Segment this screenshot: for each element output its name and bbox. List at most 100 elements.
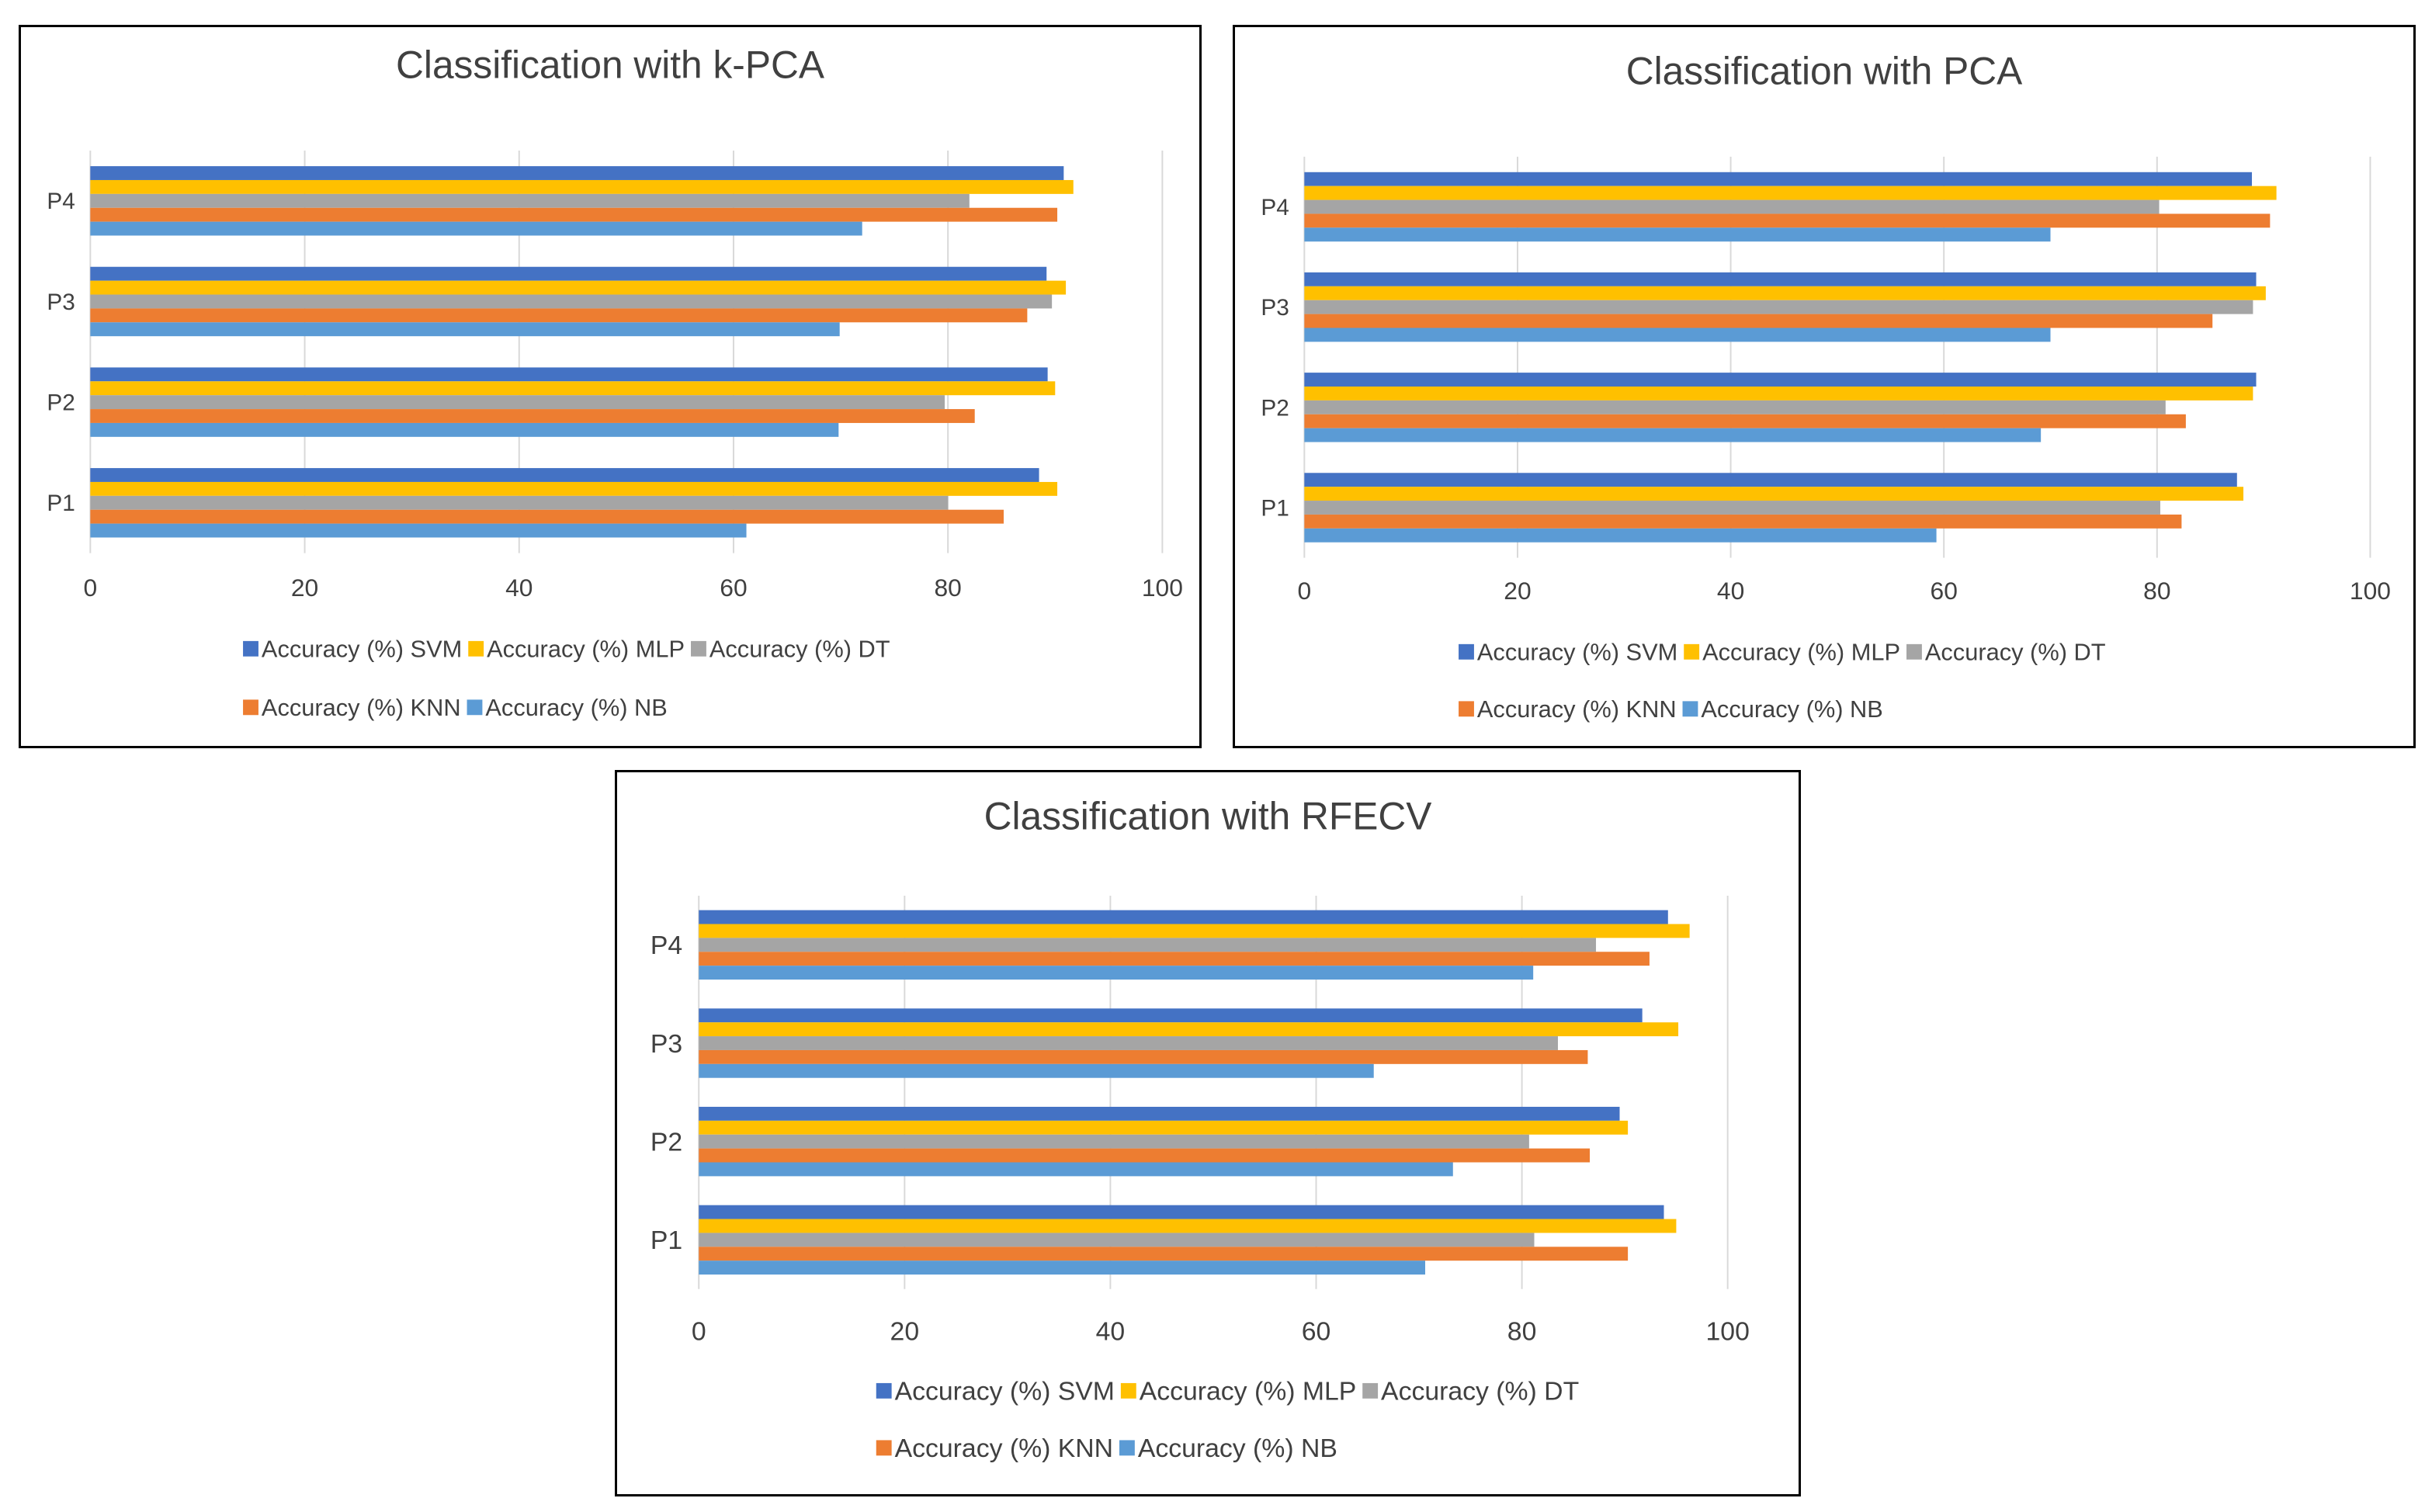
legend-item-dt: Accuracy (%) DT <box>1906 639 2106 666</box>
bar-p3-dt <box>1304 300 2253 314</box>
legend-item-dt: Accuracy (%) DT <box>1362 1377 1579 1406</box>
x-tick-label: 100 <box>1142 574 1183 602</box>
chart-svg-kpca: Classification with k-PCA 0 20 40 60 80 100 P1 P… <box>47 43 1183 722</box>
bar-p3-mlp <box>1304 286 2266 300</box>
bar-p2-svm <box>1304 373 2257 387</box>
x-tick-label: 80 <box>1507 1316 1537 1346</box>
bar-p3-knn <box>699 1049 1588 1064</box>
legend-swatch <box>1684 643 1700 660</box>
legend-item-svm: Accuracy (%) SVM <box>876 1377 1115 1406</box>
x-tick-label: 80 <box>2143 577 2170 605</box>
bar-p3-nb <box>699 1063 1374 1078</box>
legend-label: Accuracy (%) MLP <box>1140 1377 1357 1406</box>
bar-p1-dt <box>1304 501 2160 515</box>
legend-swatch <box>1362 1382 1379 1399</box>
bar-p1-mlp <box>90 481 1058 496</box>
bar-p4-nb <box>90 221 862 236</box>
bar-p3-nb <box>90 322 840 337</box>
y-category-label: P2 <box>1261 395 1289 421</box>
bar-p1-nb <box>1304 528 1937 543</box>
legend-item-knn: Accuracy (%) KNN <box>876 1434 1113 1463</box>
y-category-label: P4 <box>650 931 682 960</box>
chart-title: Classification with RFECV <box>984 795 1432 838</box>
bar-p2-nb <box>90 422 839 437</box>
x-tick-label: 0 <box>1297 577 1311 605</box>
legend-label: Accuracy (%) KNN <box>895 1434 1113 1463</box>
bar-p2-dt <box>1304 400 2166 414</box>
bar-p3-dt <box>90 294 1053 309</box>
bar-p1-knn <box>699 1247 1629 1261</box>
bar-p4-mlp <box>1304 186 2277 200</box>
legend-item-mlp: Accuracy (%) MLP <box>1120 1377 1357 1406</box>
chart-svg-rfecv: Classification with RFECV 0 20 40 60 80 100 P1 P… <box>650 795 1750 1464</box>
legend-label: Accuracy (%) NB <box>1701 695 1882 723</box>
bar-p1-svm <box>90 468 1039 482</box>
x-tick-label: 100 <box>2350 577 2391 605</box>
bar-p4-mlp <box>699 924 1690 938</box>
legend-label: Accuracy (%) KNN <box>262 694 461 721</box>
bar-p3-knn <box>90 308 1028 323</box>
bar-p3-nb <box>1304 328 2051 342</box>
chart-title: Classification with k-PCA <box>396 43 825 87</box>
bar-p1-svm <box>1304 473 2237 487</box>
x-tick-label: 40 <box>1717 577 1744 605</box>
legend-label: Accuracy (%) NB <box>1138 1434 1337 1463</box>
bar-p1-dt <box>699 1233 1535 1247</box>
legend-item-dt: Accuracy (%) DT <box>691 636 890 663</box>
x-tick-label: 20 <box>890 1316 920 1346</box>
bar-p1-mlp <box>699 1219 1677 1233</box>
x-tick-label: 0 <box>692 1316 706 1346</box>
bar-p1-knn <box>1304 514 2182 529</box>
y-category-label: P4 <box>47 189 75 214</box>
legend-label: Accuracy (%) DT <box>1381 1377 1579 1406</box>
y-category-label: P4 <box>1261 195 1289 220</box>
legend-swatch <box>876 1440 892 1456</box>
bar-p1-dt <box>90 495 949 510</box>
chart-pca: Classification with PCA 0 20 40 60 80 100 P1 P2 P… <box>1233 25 2416 748</box>
y-category-label: P2 <box>650 1128 682 1157</box>
legend-swatch <box>468 640 484 657</box>
legend-item-mlp: Accuracy (%) MLP <box>1684 639 1900 666</box>
bar-p4-svm <box>90 166 1064 180</box>
bar-p4-knn <box>90 207 1058 222</box>
bar-p4-dt <box>1304 199 2160 214</box>
bar-p4-svm <box>1304 172 2253 186</box>
bar-p3-knn <box>1304 314 2213 328</box>
y-category-label: P3 <box>1261 295 1289 321</box>
legend-swatch <box>1906 643 1922 660</box>
bar-p2-nb <box>1304 428 2042 442</box>
bar-p1-nb <box>90 523 747 538</box>
legend-swatch <box>1459 643 1474 660</box>
bar-p2-mlp <box>699 1120 1629 1135</box>
legend-swatch <box>1682 701 1698 717</box>
chart-title: Classification with PCA <box>1626 50 2023 93</box>
legend-swatch <box>1119 1440 1135 1456</box>
x-tick-label: 20 <box>1504 577 1531 605</box>
legend-label: Accuracy (%) SVM <box>262 636 462 663</box>
x-tick-label: 80 <box>935 574 962 602</box>
legend-swatch <box>243 640 258 657</box>
legend-item-svm: Accuracy (%) SVM <box>243 636 462 663</box>
bar-p3-dt <box>699 1036 1558 1050</box>
bar-p3-mlp <box>90 280 1067 295</box>
legend-swatch <box>1459 701 1474 717</box>
legend-swatch <box>876 1382 892 1399</box>
legend-item-knn: Accuracy (%) KNN <box>1459 695 1677 723</box>
legend-label: Accuracy (%) SVM <box>1477 639 1677 666</box>
bar-p3-svm <box>1304 272 2257 286</box>
y-category-label: P1 <box>650 1226 682 1255</box>
legend-item-nb: Accuracy (%) NB <box>1119 1434 1337 1463</box>
x-tick-label: 40 <box>1096 1316 1126 1346</box>
x-tick-label: 0 <box>83 574 97 602</box>
bar-p4-dt <box>699 938 1597 952</box>
bar-p2-knn <box>1304 414 2186 428</box>
legend-swatch <box>243 699 258 716</box>
x-tick-label: 60 <box>1931 577 1958 605</box>
bar-p4-nb <box>1304 227 2051 242</box>
legend-item-svm: Accuracy (%) SVM <box>1459 639 1677 666</box>
legend-item-nb: Accuracy (%) NB <box>1682 695 1883 723</box>
x-tick-label: 60 <box>1302 1316 1331 1346</box>
x-tick-label: 20 <box>291 574 318 602</box>
chart-rfecv: Classification with RFECV 0 20 40 60 80 100 P1 P… <box>615 770 1801 1496</box>
bar-p3-svm <box>90 266 1047 281</box>
